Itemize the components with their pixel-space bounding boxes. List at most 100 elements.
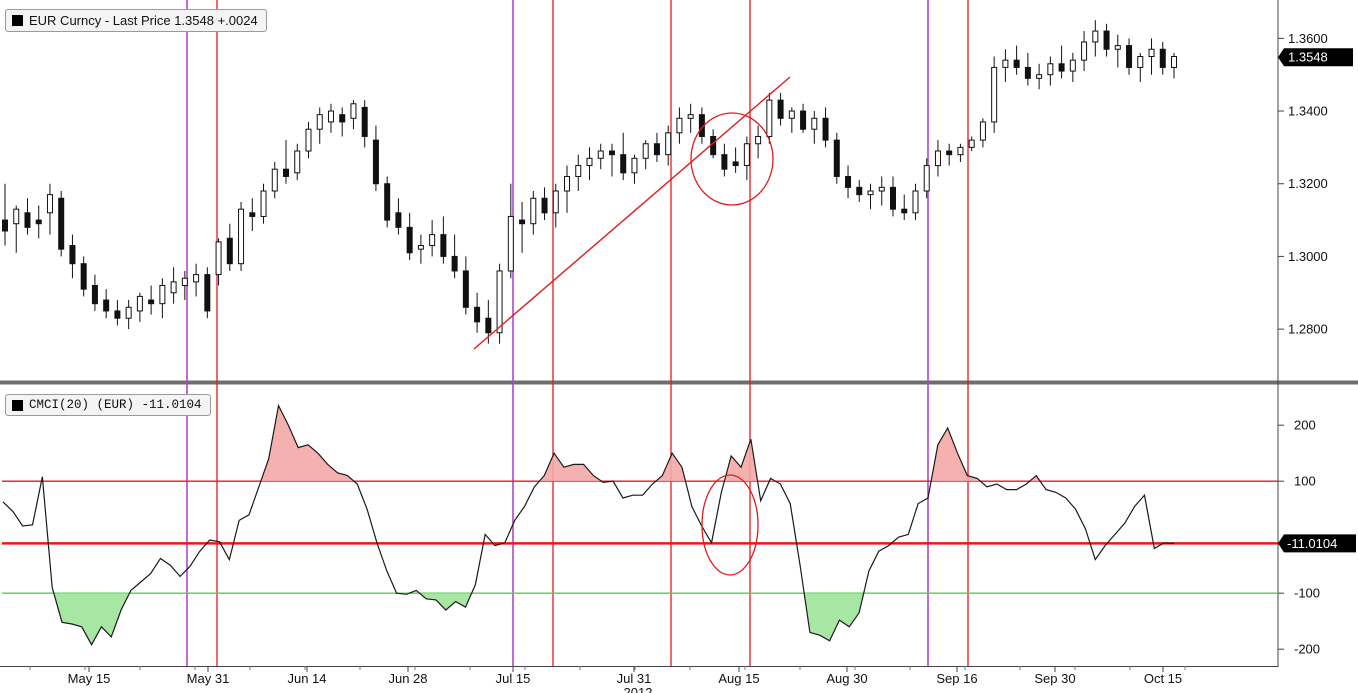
candle-body [1081, 41, 1088, 61]
axes: 1.2800 1.3000 1.3200 1.3400 1.3600 1.3548 -200… [29, 31, 1356, 693]
x-tick-label: Sep 30 [1034, 671, 1075, 686]
cmci-tick-label: 200 [1294, 418, 1316, 433]
candle-body [1024, 66, 1031, 79]
candle-body [249, 212, 256, 217]
candle-body [159, 285, 166, 305]
x-tick-label: Aug 30 [826, 671, 867, 686]
candle-body [957, 146, 964, 156]
candle-body [114, 310, 121, 319]
candle-body [934, 150, 941, 167]
cmci-line [2, 403, 1175, 646]
candle-body [665, 132, 672, 156]
candle-body [260, 190, 267, 217]
candle-body [238, 208, 245, 265]
price-legend: EUR Curncy - Last Price 1.3548 +.0024 [5, 9, 267, 32]
event-markers [186, 0, 969, 666]
candle-body [642, 143, 649, 159]
candle-body [215, 241, 222, 276]
candle-body [653, 143, 660, 156]
candle-body [946, 150, 953, 156]
candle-body [575, 165, 582, 177]
cmci-plot-area [2, 386, 1278, 666]
candle-body [968, 139, 975, 148]
candle-body [1148, 48, 1155, 58]
candle-body [878, 186, 885, 192]
candle-body [901, 208, 908, 214]
candle-body [372, 139, 379, 185]
overbought-fill [539, 453, 602, 482]
candle-body [923, 165, 930, 192]
candle-body [519, 219, 526, 225]
cmci-highlight-circle [701, 474, 759, 576]
candle-body [845, 175, 852, 188]
candle-body [339, 114, 346, 123]
candle-body [608, 150, 615, 156]
candle-body [125, 306, 132, 319]
cmci-last-tag [1278, 534, 1356, 553]
candle-body [552, 190, 559, 214]
candle-body [91, 285, 98, 305]
candle-body [271, 168, 278, 192]
trend-line [473, 76, 791, 350]
candle-body [283, 168, 290, 177]
candle-body [496, 270, 503, 334]
x-tick-label: Oct 15 [1144, 671, 1182, 686]
candle-body [811, 117, 818, 130]
candle-body [856, 186, 863, 196]
candle-body [170, 281, 177, 294]
x-tick-label: Jul 31 [617, 671, 652, 686]
candle-body [1092, 30, 1099, 43]
cmci-tick-label: -200 [1294, 642, 1320, 657]
oversold-fill [419, 593, 472, 610]
x-tick-label: Jul 15 [496, 671, 531, 686]
candle-body [103, 299, 110, 312]
candle-body [687, 114, 694, 119]
candle-body [204, 274, 211, 312]
candle-body [721, 154, 728, 170]
candle-body [991, 66, 998, 123]
candle-body [181, 277, 188, 287]
candle-body [1159, 48, 1166, 68]
candle-body [406, 226, 413, 254]
candle-body [451, 255, 458, 272]
candle-body [193, 274, 200, 283]
cmci-panel [2, 403, 1278, 646]
candle-body [440, 234, 447, 257]
candle-body [1137, 56, 1144, 68]
x-tick-label: Sep 16 [936, 671, 977, 686]
candle-body [833, 139, 840, 177]
price-highlight-circle [690, 112, 774, 206]
candle-body [417, 245, 424, 250]
candle-body [586, 157, 593, 167]
candle-body [361, 106, 368, 137]
candle-body [474, 306, 481, 323]
candle-body [1058, 63, 1065, 72]
candle-body [58, 197, 65, 250]
candle-body [316, 114, 323, 130]
candle-body [743, 143, 750, 167]
candle-body [732, 161, 739, 167]
price-tick-label: 1.3400 [1288, 104, 1328, 119]
candle-body [755, 135, 762, 145]
candle-body [384, 183, 391, 221]
cmci-last-label: -11.0104 [1287, 536, 1337, 551]
candle-body [294, 150, 301, 174]
candle-body [350, 103, 357, 119]
candle-body [136, 295, 143, 312]
candle-body [327, 110, 334, 123]
cmci-tick-label: -100 [1294, 586, 1320, 601]
candle-body [766, 99, 773, 137]
candle-body [597, 150, 604, 159]
candle-body [462, 270, 469, 308]
price-panel [2, 20, 1177, 350]
candle-body [2, 219, 8, 232]
candle-body [564, 175, 571, 192]
candle-body [1047, 63, 1054, 76]
x-tick-label: May 31 [187, 671, 230, 686]
candle-body [541, 197, 548, 214]
cmci-legend-label: CMCI(20) (EUR) -11.0104 [29, 398, 202, 412]
overbought-fill [724, 439, 758, 482]
candle-body [485, 317, 492, 334]
candle-body [1036, 74, 1043, 79]
